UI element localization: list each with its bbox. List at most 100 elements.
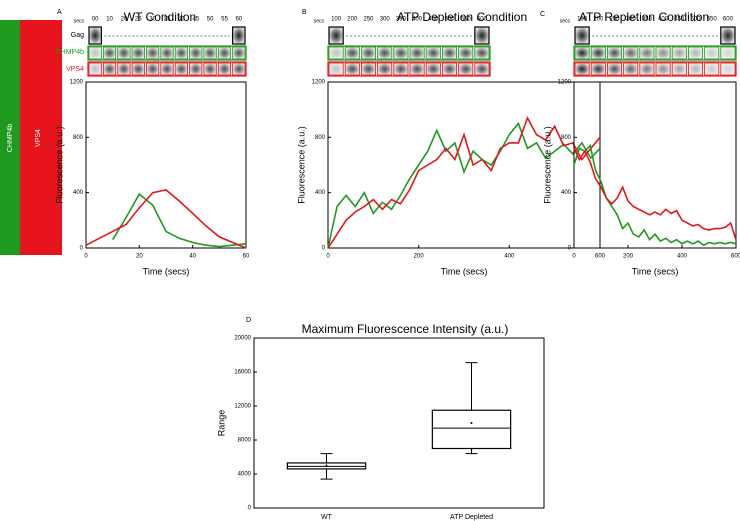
strip-image — [88, 26, 102, 45]
y-tick-label: 0 — [248, 506, 252, 512]
strip-image — [688, 62, 704, 76]
strip-image — [574, 62, 590, 76]
data-line — [112, 192, 247, 248]
strip-image — [217, 62, 232, 76]
strip-image — [328, 46, 344, 60]
strip-image — [639, 46, 655, 60]
strip-image — [203, 62, 217, 76]
chart-title: ATP Depletion Condition — [397, 10, 527, 24]
strip-time: 500 — [444, 17, 455, 23]
chart-title: ATP Repletion Condition — [579, 10, 709, 24]
strip-image — [704, 62, 720, 76]
legend-label: CHMP4b — [7, 124, 14, 153]
strip-image — [131, 62, 145, 76]
strip-time: 550 — [707, 17, 718, 23]
x-axis-label: Time (secs) — [143, 266, 190, 276]
strip-image — [360, 46, 376, 60]
strip-time: 100 — [331, 17, 342, 23]
strip-image — [720, 62, 736, 76]
strip-time: 400 — [412, 17, 423, 23]
legend-bar — [20, 20, 62, 255]
chart-title: WT Condition — [124, 10, 196, 24]
strip-time: 45 — [192, 17, 199, 23]
plot-frame — [253, 337, 545, 509]
strip-image — [232, 46, 246, 60]
x-tick-label: 0 — [84, 254, 88, 260]
strip-time: 40 — [178, 17, 185, 23]
strip-image — [360, 62, 376, 76]
strip-image — [474, 62, 490, 76]
y-tick-label: 0 — [322, 246, 326, 252]
strip-image — [655, 62, 671, 76]
strip-image — [623, 46, 639, 60]
strip-time: 300 — [380, 17, 391, 23]
strip-image — [688, 46, 704, 60]
strip-unit: secs — [74, 18, 85, 24]
strip-image — [590, 62, 606, 76]
strip-image — [377, 62, 393, 76]
panel-label: A — [57, 9, 62, 16]
strip-image — [217, 46, 232, 60]
strip-time: 600 — [477, 17, 488, 23]
strip-time: 00 — [92, 17, 99, 23]
strip-time: 55 — [221, 17, 228, 23]
strip-image — [189, 62, 203, 76]
x-tick-label: 600 — [731, 254, 740, 260]
strip-time: 10 — [106, 17, 113, 23]
strip-image — [189, 46, 203, 60]
strip-image — [474, 46, 490, 60]
strip-image — [146, 46, 160, 60]
y-tick-label: 0 — [568, 246, 572, 252]
plot-frame — [573, 81, 737, 249]
x-tick-label: 0 — [572, 254, 576, 260]
strip-image — [146, 62, 160, 76]
strip-unit: secs — [314, 18, 325, 24]
y-tick-label: 800 — [73, 135, 84, 141]
plot-frame — [85, 81, 247, 249]
y-tick-label: 1200 — [558, 80, 572, 86]
strip-image — [344, 62, 360, 76]
panel-label: C — [540, 11, 545, 18]
x-tick-label: ATP Depleted — [450, 514, 493, 521]
strip-time: 500 — [690, 17, 701, 23]
x-tick-label: 200 — [414, 254, 425, 260]
strip-time: 30 — [149, 17, 156, 23]
strip-image — [377, 46, 393, 60]
strip-image — [671, 46, 687, 60]
strip-image — [102, 46, 117, 60]
strip-row-label: CHMP4b — [56, 49, 85, 56]
strip-image — [409, 46, 425, 60]
strip-time: 50 — [207, 17, 214, 23]
y-tick-label: 16000 — [234, 370, 251, 376]
y-axis-label: Fluorescence (a.u.) — [54, 126, 64, 204]
strip-image — [720, 46, 736, 60]
x-axis-label: Time (secs) — [441, 266, 488, 276]
strip-time: 20 — [121, 17, 128, 23]
data-line — [327, 121, 601, 249]
data-line — [573, 143, 737, 247]
strip-image — [574, 46, 590, 60]
strip-image — [425, 46, 441, 60]
strip-image — [117, 46, 131, 60]
strip-image — [574, 26, 590, 45]
strip-image — [425, 62, 441, 76]
strip-time: 35 — [164, 17, 171, 23]
box — [431, 409, 512, 450]
strip-image — [232, 62, 246, 76]
strip-time: 200 — [593, 17, 604, 23]
strip-time: 400 — [658, 17, 669, 23]
x-tick-label: 40 — [189, 254, 196, 260]
strip-image — [328, 62, 344, 76]
strip-image — [117, 62, 131, 76]
legend-label: VPS4 — [35, 129, 42, 147]
strip-time: 350 — [396, 17, 407, 23]
y-tick-label: 800 — [561, 135, 572, 141]
strip-row-label: Gag — [71, 32, 84, 39]
strip-image — [409, 62, 425, 76]
strip-image — [474, 26, 490, 45]
strip-image — [441, 46, 457, 60]
strip-image — [639, 62, 655, 76]
y-tick-label: 1200 — [70, 80, 84, 86]
x-tick-label: 400 — [677, 254, 688, 260]
